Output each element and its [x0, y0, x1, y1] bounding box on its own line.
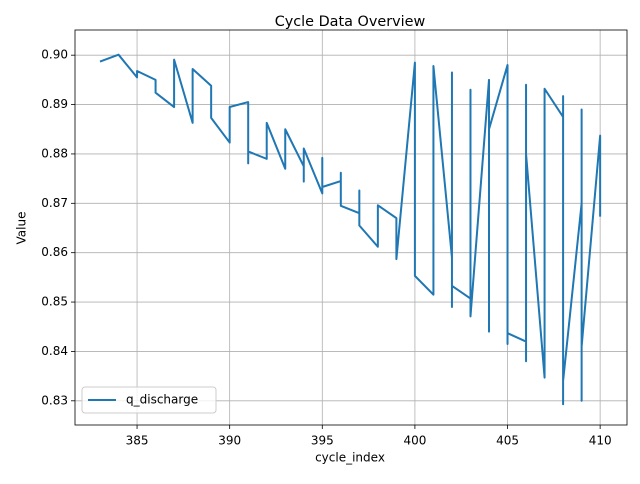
- y-tick-label: 0.89: [41, 97, 68, 111]
- y-axis-label: Value: [15, 212, 29, 245]
- chart-title: Cycle Data Overview: [275, 14, 426, 30]
- data-line: [99, 53, 602, 406]
- x-tick-label: 385: [126, 434, 149, 448]
- x-axis-label: cycle_index: [315, 451, 385, 465]
- legend-label: q_discharge: [126, 393, 198, 407]
- y-tick-label: 0.87: [41, 196, 68, 210]
- y-tick-label: 0.83: [41, 393, 68, 407]
- x-tick-label: 390: [218, 434, 241, 448]
- y-tick-label: 0.90: [41, 48, 68, 62]
- x-tick-label: 410: [589, 434, 612, 448]
- x-tick-label: 400: [403, 434, 426, 448]
- plot-frame: [74, 29, 628, 426]
- x-tick-label: 405: [496, 434, 519, 448]
- y-tick-label: 0.86: [41, 245, 68, 259]
- legend-box: [81, 386, 217, 414]
- y-tick-label: 0.88: [41, 146, 68, 160]
- y-tick-label: 0.85: [41, 295, 68, 309]
- x-tick-label: 395: [311, 434, 334, 448]
- y-tick-label: 0.84: [41, 344, 68, 358]
